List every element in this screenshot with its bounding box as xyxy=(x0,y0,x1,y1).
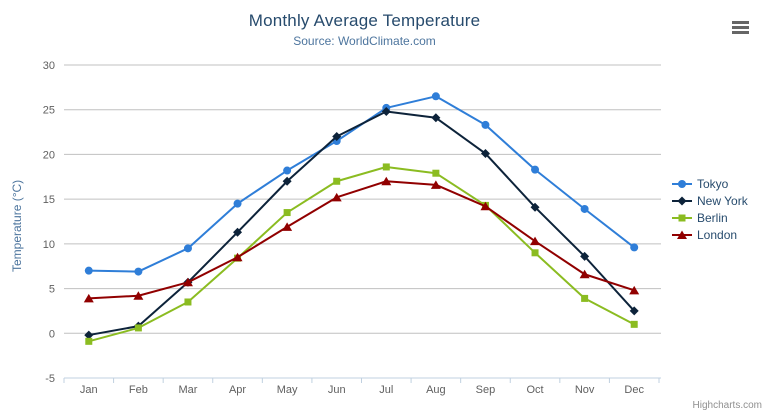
highcharts-credit[interactable]: Highcharts.com xyxy=(692,400,762,411)
x-axis-label: Apr xyxy=(229,384,246,396)
point-london[interactable] xyxy=(83,293,94,303)
x-axis-label: Jul xyxy=(379,384,393,396)
series-line-berlin xyxy=(87,165,636,343)
x-axis-label: Dec xyxy=(624,384,644,396)
point-berlin[interactable] xyxy=(85,337,93,345)
point-berlin[interactable] xyxy=(333,177,341,185)
point-london[interactable] xyxy=(579,269,590,279)
point-london[interactable] xyxy=(282,222,293,231)
point-tokyo[interactable] xyxy=(580,204,589,213)
legend-item-london[interactable]: London xyxy=(672,226,748,243)
point-new-york[interactable] xyxy=(84,330,94,340)
point-london[interactable] xyxy=(629,285,640,295)
point-tokyo[interactable] xyxy=(283,166,292,175)
point-new-york[interactable] xyxy=(580,251,590,261)
x-axis-label: Jan xyxy=(80,384,98,396)
point-berlin[interactable] xyxy=(581,294,589,302)
y-axis-label: 25 xyxy=(43,105,55,117)
point-berlin[interactable] xyxy=(134,324,142,332)
point-new-york[interactable] xyxy=(431,113,441,123)
x-axis-label: Mar xyxy=(178,384,197,396)
context-menu-button[interactable] xyxy=(727,19,753,41)
point-berlin[interactable] xyxy=(382,163,390,171)
series-line-new-york xyxy=(87,110,636,337)
point-london[interactable] xyxy=(530,236,541,246)
point-tokyo[interactable] xyxy=(233,199,242,208)
series-new-york xyxy=(84,107,639,340)
x-axis-label: Oct xyxy=(526,384,543,396)
legend-label: Berlin xyxy=(697,210,728,225)
legend-square-icon xyxy=(672,214,692,221)
x-axis-label: May xyxy=(277,384,298,396)
legend-item-tokyo[interactable]: Tokyo xyxy=(672,175,748,192)
point-berlin[interactable] xyxy=(630,320,638,328)
legend-symbol[interactable] xyxy=(678,214,686,221)
y-axis-label: 30 xyxy=(43,60,55,72)
point-london[interactable] xyxy=(331,192,342,202)
point-tokyo[interactable] xyxy=(630,243,639,252)
legend: Tokyo New York Berlin London xyxy=(672,175,748,243)
legend-symbol[interactable] xyxy=(677,196,687,205)
point-tokyo[interactable] xyxy=(84,266,93,275)
point-london[interactable] xyxy=(182,277,193,287)
y-axis-title: Temperature (°C) xyxy=(10,179,24,272)
point-new-york[interactable] xyxy=(530,202,540,212)
point-berlin[interactable] xyxy=(184,298,192,306)
legend-circle-icon xyxy=(672,179,692,188)
point-london[interactable] xyxy=(480,201,491,211)
point-london[interactable] xyxy=(430,180,441,189)
y-axis-label: -5 xyxy=(45,373,55,385)
point-new-york[interactable] xyxy=(282,176,292,186)
x-axis-label: Aug xyxy=(426,384,446,396)
legend-item-berlin[interactable]: Berlin xyxy=(672,209,748,226)
point-new-york[interactable] xyxy=(381,107,391,117)
legend-label: London xyxy=(697,227,738,242)
x-axis-label: Jun xyxy=(328,384,346,396)
series-line-tokyo xyxy=(87,95,636,273)
y-axis-label: 0 xyxy=(49,328,55,340)
chart-subtitle: Source: WorldClimate.com xyxy=(293,34,436,48)
point-tokyo[interactable] xyxy=(531,165,540,174)
legend-symbol[interactable] xyxy=(678,179,686,188)
point-london[interactable] xyxy=(381,176,392,186)
series-london xyxy=(83,176,640,303)
series-tokyo xyxy=(84,92,639,276)
y-axis-label: 20 xyxy=(43,149,55,161)
legend-label: New York xyxy=(697,193,748,208)
x-axis-label: Feb xyxy=(129,384,148,396)
point-tokyo[interactable] xyxy=(183,244,192,253)
x-axis-label: Sep xyxy=(476,384,496,396)
point-new-york[interactable] xyxy=(629,306,639,316)
y-axis-label: 5 xyxy=(49,284,55,296)
point-london[interactable] xyxy=(232,252,243,262)
point-tokyo[interactable] xyxy=(431,92,440,101)
point-berlin[interactable] xyxy=(432,169,440,177)
point-berlin[interactable] xyxy=(531,249,539,257)
legend-triangle-icon xyxy=(672,230,692,239)
point-tokyo[interactable] xyxy=(481,120,490,129)
point-london[interactable] xyxy=(133,291,144,300)
point-tokyo[interactable] xyxy=(134,267,143,276)
x-axis-label: Nov xyxy=(575,384,595,396)
point-berlin[interactable] xyxy=(283,209,291,217)
point-new-york[interactable] xyxy=(480,149,490,159)
chart-title: Monthly Average Temperature xyxy=(248,11,481,30)
hamburger-icon xyxy=(731,21,749,34)
point-new-york[interactable] xyxy=(332,132,342,142)
series-line-london xyxy=(87,180,636,300)
legend-symbol[interactable] xyxy=(677,230,687,239)
y-axis-label: 10 xyxy=(43,239,55,251)
legend-item-new-york[interactable]: New York xyxy=(672,192,748,209)
legend-label: Tokyo xyxy=(697,176,729,191)
y-axis-label: 15 xyxy=(43,194,55,206)
point-new-york[interactable] xyxy=(233,227,243,237)
legend-diamond-icon xyxy=(672,196,692,205)
